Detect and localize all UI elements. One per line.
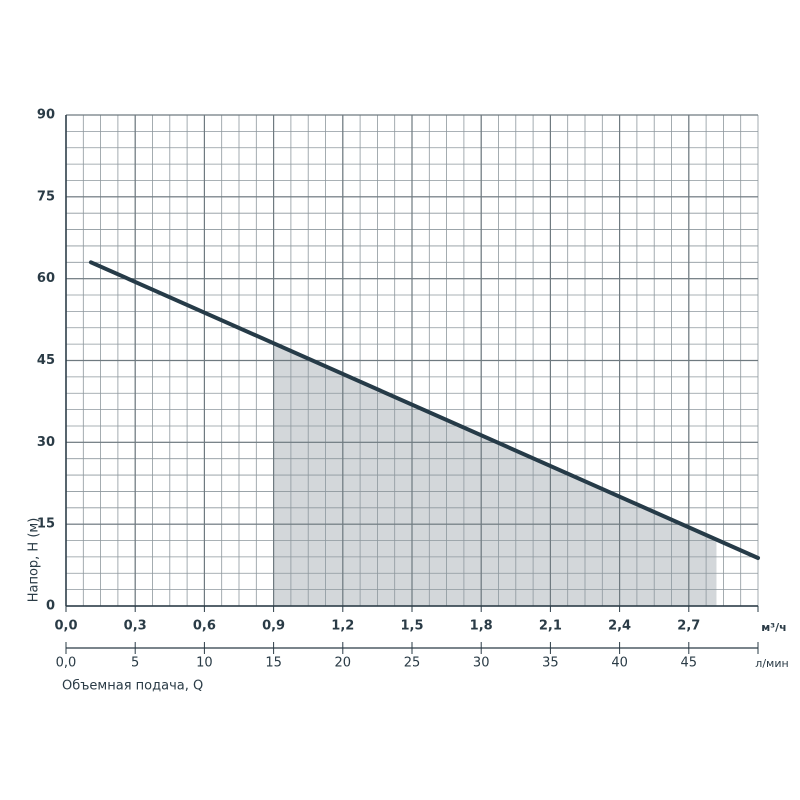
working-range (273, 343, 717, 606)
x2-tick-label: 0,3 (124, 619, 147, 634)
y-tick-label: 30 (37, 435, 55, 450)
y-axis-label: Напор, Н (м) (27, 518, 42, 603)
x-tick-label: 45 (681, 656, 698, 671)
x-tick-label: 20 (335, 656, 352, 671)
x-tick-label: 5 (131, 656, 139, 671)
y-tick-label: 90 (37, 108, 55, 123)
x-tick-label: 35 (542, 656, 559, 671)
x2-tick-label: 2,1 (539, 619, 562, 634)
x-tick-label: 15 (265, 656, 282, 671)
x-unit: л/мин (755, 657, 788, 670)
y-tick-label: 0 (46, 599, 55, 614)
x2-tick-label: 2,4 (608, 619, 631, 634)
y-tick-label: 60 (37, 271, 55, 286)
y-tick-label: 15 (37, 517, 55, 532)
x-axis-label: Объемная подача, Q (62, 679, 203, 694)
x2-unit: м³/ч (761, 621, 786, 634)
x2-tick-label: 0,0 (54, 619, 77, 634)
x2-tick-label: 1,8 (470, 619, 493, 634)
x2-tick-label: 1,5 (400, 619, 423, 634)
y-tick-label: 45 (37, 353, 55, 368)
x2-tick-label: 1,2 (331, 619, 354, 634)
x2-tick-label: 0,6 (193, 619, 216, 634)
x-tick-label: 10 (196, 656, 213, 671)
x-tick-label: 0,0 (56, 656, 77, 671)
x-tick-label: 25 (404, 656, 421, 671)
x2-tick-label: 0,9 (262, 619, 285, 634)
x-tick-label: 30 (473, 656, 490, 671)
x2-tick-label: 2,7 (677, 619, 700, 634)
y-tick-label: 75 (37, 189, 55, 204)
x-tick-label: 40 (611, 656, 628, 671)
performance-curve (88, 260, 760, 560)
